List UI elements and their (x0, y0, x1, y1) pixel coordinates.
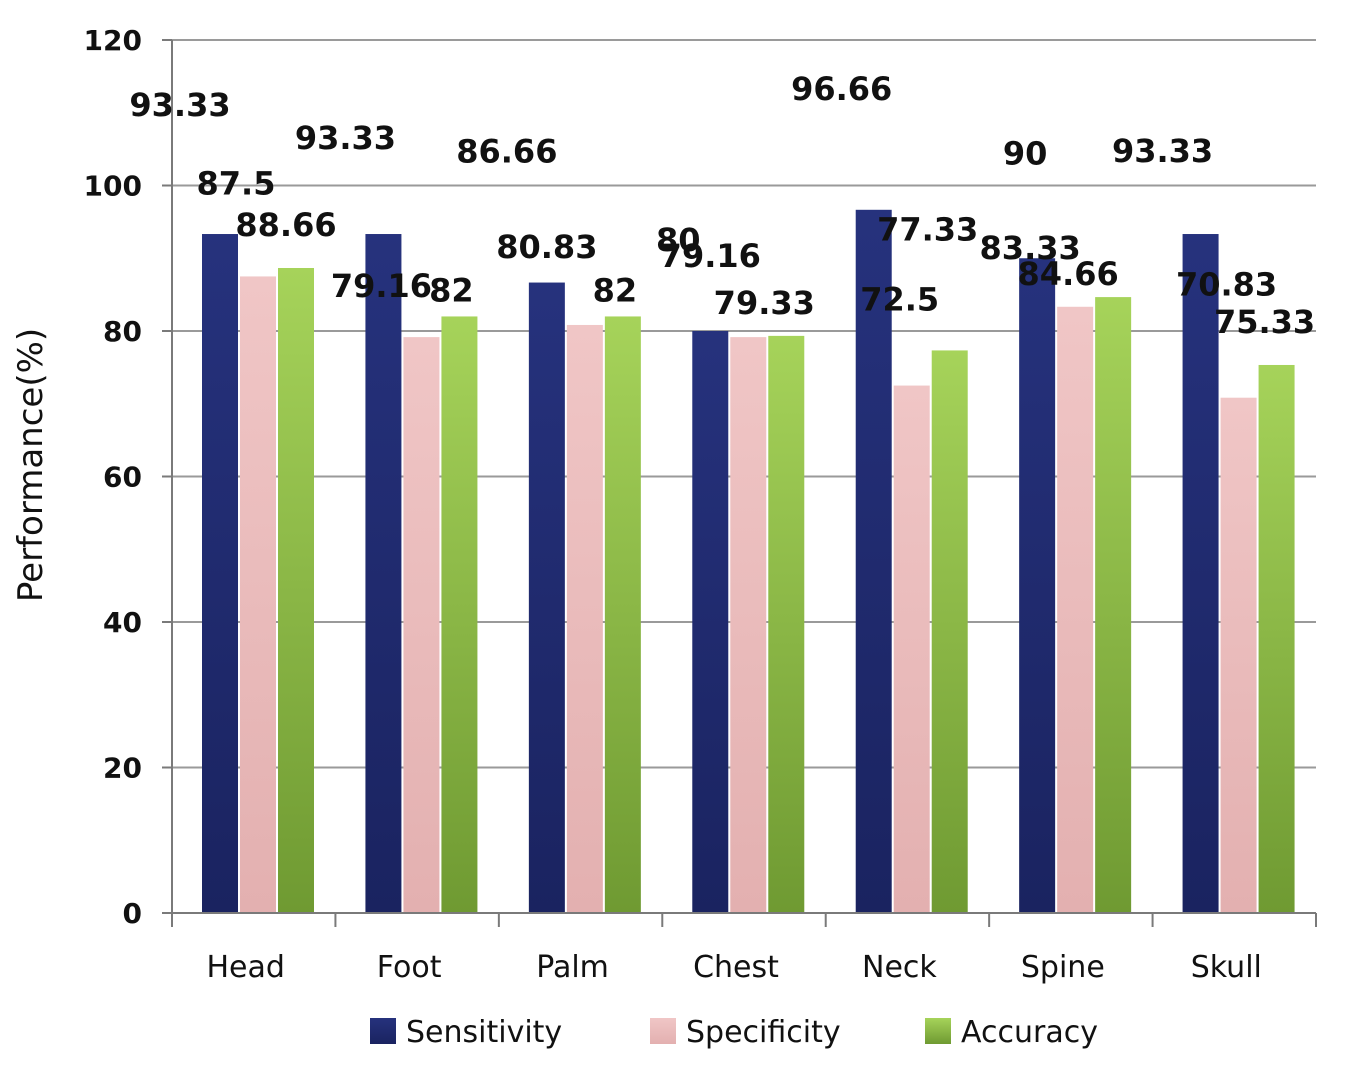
x-tick-label-palm: Palm (536, 950, 609, 985)
bar-specificity-skull (1220, 397, 1257, 913)
data-label-sensitivity-chest: 80 (656, 221, 701, 259)
x-tick-label-spine: Spine (1021, 950, 1105, 985)
data-label-accuracy-foot: 82 (429, 271, 474, 309)
data-label-sensitivity-head: 93.33 (129, 86, 230, 124)
bar-sensitivity-foot (365, 234, 402, 914)
legend-swatch-sensitivity (370, 1018, 396, 1044)
legend-label-accuracy: Accuracy (961, 1015, 1098, 1050)
legend-label-sensitivity: Sensitivity (406, 1015, 562, 1050)
data-label-accuracy-palm: 82 (593, 271, 638, 309)
data-label-sensitivity-palm: 86.66 (456, 133, 557, 171)
data-label-specificity-foot: 79.16 (331, 267, 432, 305)
data-label-accuracy-spine: 84.66 (1018, 255, 1119, 293)
bar-accuracy-head (278, 267, 314, 913)
bar-accuracy-spine (1095, 297, 1132, 913)
data-label-sensitivity-spine: 90 (1003, 134, 1048, 172)
bar-accuracy-foot (441, 316, 478, 913)
bar-specificity-chest (730, 337, 767, 914)
bar-sensitivity-chest (692, 331, 729, 913)
data-label-accuracy-skull: 75.33 (1214, 303, 1315, 341)
y-tick-label: 40 (103, 606, 142, 639)
x-tick-label-head: Head (206, 950, 284, 985)
legend-swatch-specificity (650, 1018, 676, 1044)
bar-specificity-spine (1057, 306, 1094, 913)
bar-sensitivity-palm (528, 282, 565, 914)
legend: Sensitivity Specificity Accuracy (370, 1015, 1098, 1050)
axes: 0 20 40 60 80 100 120 Head Foot Palm Chest Neck Spin… (84, 24, 1317, 985)
x-tick-label-neck: Neck (862, 950, 937, 985)
x-tick-label-foot: Foot (377, 950, 442, 985)
bar-accuracy-neck (931, 350, 968, 913)
x-tick-label-chest: Chest (693, 950, 779, 985)
data-label-accuracy-head: 88.66 (235, 206, 336, 244)
y-axis-title: Performance(%) (11, 328, 51, 602)
y-tick-label: 120 (84, 24, 142, 57)
data-label-specificity-spine: 83.33 (980, 229, 1081, 267)
bar-accuracy-chest (768, 335, 805, 913)
data-label-specificity-neck: 72.5 (860, 281, 939, 319)
bars (202, 209, 1295, 914)
data-label-specificity-palm: 80.83 (496, 228, 597, 266)
bar-sensitivity-skull (1182, 234, 1219, 914)
bar-specificity-foot (403, 337, 440, 914)
y-tick-label: 80 (103, 315, 142, 348)
data-label-accuracy-neck: 77.33 (877, 210, 978, 248)
bar-accuracy-skull (1258, 364, 1295, 913)
data-label-specificity-head: 87.5 (197, 164, 276, 202)
data-label-sensitivity-skull: 93.33 (1112, 132, 1213, 170)
y-tick-label: 0 (123, 897, 142, 930)
legend-swatch-accuracy (925, 1018, 951, 1044)
bar-sensitivity-neck (855, 209, 892, 914)
data-label-specificity-chest: 79.16 (660, 237, 761, 275)
bar-specificity-palm (566, 324, 603, 913)
data-label-specificity-skull: 70.83 (1176, 266, 1277, 304)
x-tick-label-skull: Skull (1191, 950, 1262, 985)
bar-accuracy-palm (604, 316, 641, 913)
data-label-sensitivity-neck: 96.66 (791, 70, 892, 108)
bar-specificity-head (240, 276, 276, 913)
y-tick-label: 100 (84, 170, 142, 203)
legend-label-specificity: Specificity (686, 1015, 841, 1050)
bar-specificity-neck (893, 385, 930, 913)
data-labels: 93.3387.588.6693.3379.168286.6680.838280… (129, 70, 1315, 341)
bar-sensitivity-head (202, 234, 238, 914)
y-tick-label: 20 (103, 752, 142, 785)
y-tick-label: 60 (103, 461, 142, 494)
bar-sensitivity-spine (1019, 258, 1056, 913)
data-label-sensitivity-foot: 93.33 (295, 119, 396, 157)
data-label-accuracy-chest: 79.33 (714, 284, 815, 322)
